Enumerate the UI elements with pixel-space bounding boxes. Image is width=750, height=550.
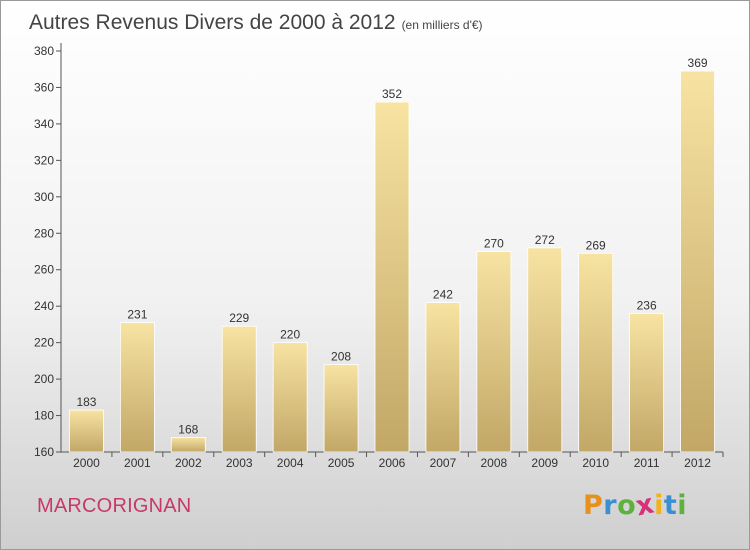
data-label-2010: 269 xyxy=(586,238,606,252)
data-label-2005: 208 xyxy=(331,350,351,364)
chart-title: Autres Revenus Divers de 2000 à 2012 (en … xyxy=(29,11,483,35)
bar-2012 xyxy=(680,70,715,453)
logo-letter: i xyxy=(654,490,664,521)
y-tick-label: 380 xyxy=(34,44,54,58)
bar-2010 xyxy=(578,252,614,453)
data-label-2000: 183 xyxy=(76,395,96,409)
data-label-2001: 231 xyxy=(127,308,147,322)
y-tick-label: 260 xyxy=(34,263,54,277)
x-tick-label: 2011 xyxy=(634,456,660,470)
data-label-2008: 270 xyxy=(484,237,504,251)
bar-2006 xyxy=(374,101,410,453)
x-tick-label: 2004 xyxy=(277,456,304,470)
bar-2001 xyxy=(119,322,155,453)
chart-unit-label: (en milliers d'€) xyxy=(401,18,483,32)
data-label-2002: 168 xyxy=(178,422,198,436)
chart-data-labels: 183 231 168 229 220 208 352 242 270 272 269 236 369 xyxy=(76,56,707,436)
logo-letter: P xyxy=(583,490,604,521)
logo-letter: r xyxy=(603,490,618,521)
bar-2003 xyxy=(221,325,257,453)
y-tick-label: 240 xyxy=(34,299,54,313)
data-label-2007: 242 xyxy=(433,288,453,302)
y-tick-label: 160 xyxy=(34,445,54,459)
chart-bars xyxy=(69,70,715,453)
bar-2008 xyxy=(476,251,512,453)
y-tick-label: 280 xyxy=(34,226,54,240)
data-label-2006: 352 xyxy=(382,87,402,101)
bar-2000 xyxy=(69,409,104,453)
logo-letter: t xyxy=(663,490,678,521)
x-tick-label: 2006 xyxy=(379,456,406,470)
x-tick-label: 2010 xyxy=(582,456,609,470)
data-label-2009: 272 xyxy=(535,233,555,247)
x-tick-label: 2002 xyxy=(175,456,202,470)
y-tick-label: 320 xyxy=(34,153,54,167)
y-tick-label: 220 xyxy=(34,336,54,350)
bar-2002 xyxy=(170,437,206,453)
chart-title-text: Autres Revenus Divers de 2000 à 2012 xyxy=(29,11,396,34)
bar-2011 xyxy=(629,313,665,453)
x-tick-label: 2007 xyxy=(430,456,457,470)
data-label-2012: 369 xyxy=(688,56,708,70)
y-tick-label: 340 xyxy=(34,117,54,131)
x-tick-label: 2008 xyxy=(480,456,507,470)
data-label-2003: 229 xyxy=(229,311,249,325)
x-tick-label: 2003 xyxy=(226,456,253,470)
logo-letter: o xyxy=(617,490,637,521)
y-tick-label: 300 xyxy=(34,190,54,204)
bar-2009 xyxy=(527,247,563,453)
data-label-2004: 220 xyxy=(280,328,300,342)
proxiti-logo: Proxiti xyxy=(583,488,688,522)
x-tick-label: 2001 xyxy=(124,456,151,470)
location-name: MARCORIGNAN xyxy=(37,495,192,517)
y-tick-label: 180 xyxy=(34,409,54,423)
x-tick-label: 2005 xyxy=(328,456,355,470)
bar-2004 xyxy=(272,342,308,453)
data-label-2011: 236 xyxy=(637,298,657,312)
x-tick-label: 2009 xyxy=(531,456,558,470)
y-tick-label: 200 xyxy=(34,372,54,386)
x-tick-label: 2012 xyxy=(684,456,711,470)
x-tick-label: 2000 xyxy=(73,456,100,470)
bar-2007 xyxy=(425,302,461,453)
y-tick-label: 360 xyxy=(34,80,54,94)
logo-letter: i xyxy=(677,490,688,521)
bar-2005 xyxy=(323,364,359,453)
